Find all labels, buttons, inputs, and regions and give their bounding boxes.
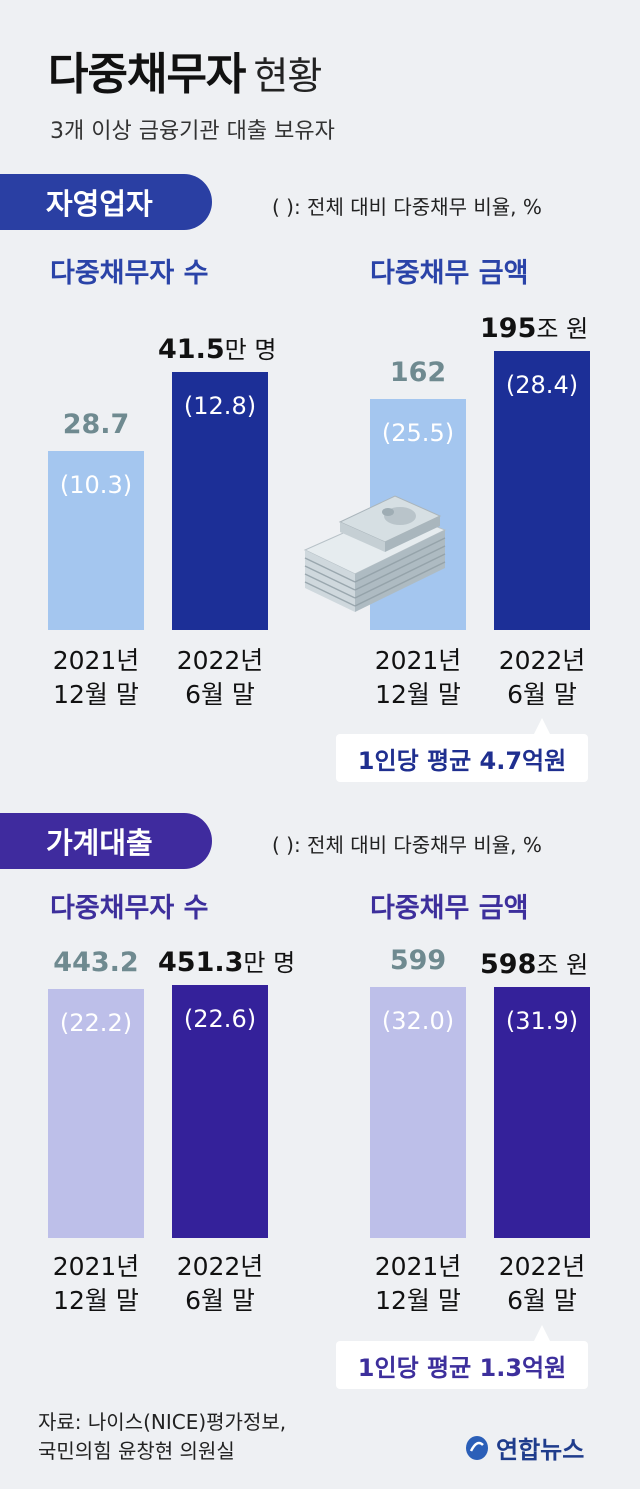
- bar-value-label: 41.5만 명: [158, 330, 276, 365]
- bar-household-amount-0: [370, 986, 466, 1238]
- bar-ratio-label: (10.3): [59, 471, 133, 500]
- section-label-household: 가계대출: [0, 813, 212, 869]
- bar-value-number: 598: [480, 949, 537, 981]
- chart-title-amount: 다중채무 금액: [370, 258, 529, 289]
- bar-value-number: 195: [480, 313, 537, 345]
- x-tick-label: 2021년 12월 말: [360, 644, 476, 712]
- x-tick-line: 2021년: [374, 1252, 462, 1281]
- bar-value-label: 195조 원: [480, 309, 588, 344]
- bar-value-label: 599: [389, 944, 447, 976]
- callout-pointer: [534, 1325, 550, 1341]
- x-tick-line: 6월 말: [185, 1286, 255, 1315]
- bar-household-borrowers-1: [172, 984, 268, 1238]
- x-tick-line: 2022년: [498, 646, 586, 675]
- bar-value-label: 451.3만 명: [158, 943, 295, 978]
- x-tick-line: 12월 말: [375, 1286, 461, 1315]
- bar-ratio-label: (28.4): [505, 371, 579, 400]
- x-tick-line: 12월 말: [375, 680, 461, 709]
- source-line-2: 국민의힘 윤창현 의원실: [38, 1439, 235, 1463]
- callout-pointer: [534, 718, 550, 734]
- bar-value-label: 162: [389, 356, 447, 388]
- x-tick-line: 2021년: [374, 646, 462, 675]
- x-tick-label: 2022년 6월 말: [484, 1250, 600, 1318]
- source-note: 자료: 나이스(NICE)평가정보, 국민의힘 윤창현 의원실: [38, 1408, 286, 1466]
- bar-value-unit: 조 원: [536, 315, 589, 344]
- x-tick-line: 2022년: [176, 646, 264, 675]
- ratio-note: ( ): 전체 대비 다중채무 비율, %: [272, 195, 542, 219]
- bar-value-unit: 만 명: [243, 948, 296, 977]
- bar-ratio-label: (22.6): [183, 1004, 257, 1033]
- bar-ratio-label: (12.8): [183, 391, 257, 420]
- source-line-1: 자료: 나이스(NICE)평가정보,: [38, 1410, 287, 1434]
- x-tick-line: 2022년: [176, 1252, 264, 1281]
- ratio-note: ( ): 전체 대비 다중채무 비율, %: [272, 833, 542, 857]
- brand-logo: 연합뉴스: [464, 1430, 584, 1465]
- bar-value-number: 41.5: [158, 333, 225, 365]
- bar-value-label: 443.2: [53, 947, 139, 979]
- x-tick-label: 2022년 6월 말: [162, 1250, 278, 1318]
- title-normal: 현황: [253, 54, 322, 98]
- bar-value-label: 28.7: [62, 409, 130, 441]
- bar-value-number: 451.3: [158, 946, 244, 978]
- bar-value-label: 598조 원: [480, 945, 588, 980]
- chart-title-borrowers: 다중채무자 수: [50, 258, 209, 289]
- x-tick-label: 2021년 12월 말: [38, 644, 154, 712]
- x-tick-line: 6월 말: [507, 680, 577, 709]
- x-tick-label: 2022년 6월 말: [162, 644, 278, 712]
- x-tick-line: 2021년: [52, 646, 140, 675]
- bar-ratio-label: (32.0): [381, 1006, 455, 1035]
- per-capita-callout: 1인당 평균 4.7억원: [336, 734, 588, 782]
- x-tick-label: 2021년 12월 말: [360, 1250, 476, 1318]
- bar-self-employed-borrowers-0: [48, 451, 144, 630]
- bar-value-unit: 만 명: [224, 335, 277, 364]
- chart-title-borrowers: 다중채무자 수: [50, 893, 209, 924]
- chart-title-amount: 다중채무 금액: [370, 893, 529, 924]
- x-tick-line: 12월 말: [53, 1286, 139, 1315]
- brand-mark-icon: [466, 1435, 488, 1460]
- x-tick-line: 2022년: [498, 1252, 586, 1281]
- money-stack-icon: [303, 495, 447, 612]
- page-title: 다중채무자 현황: [48, 38, 322, 102]
- x-tick-line: 6월 말: [185, 680, 255, 709]
- bar-ratio-label: (25.5): [381, 418, 455, 447]
- bar-self-employed-borrowers-1: [172, 371, 268, 630]
- bar-household-borrowers-0: [48, 989, 144, 1238]
- x-tick-line: 2021년: [52, 1252, 140, 1281]
- bar-self-employed-amount-1: [494, 351, 590, 630]
- x-tick-label: 2021년 12월 말: [38, 1250, 154, 1318]
- bar-ratio-label: (22.2): [59, 1009, 133, 1038]
- title-bold: 다중채무자: [48, 49, 246, 100]
- page-subtitle: 3개 이상 금융기관 대출 보유자: [50, 119, 335, 144]
- bar-value-unit: 조 원: [536, 951, 589, 980]
- x-tick-line: 6월 말: [507, 1286, 577, 1315]
- bar-household-amount-1: [494, 987, 590, 1238]
- section-label-self-employed: 자영업자: [0, 174, 212, 230]
- x-tick-line: 12월 말: [53, 680, 139, 709]
- brand-name: 연합뉴스: [496, 1436, 585, 1464]
- x-tick-label: 2022년 6월 말: [484, 644, 600, 712]
- per-capita-callout: 1인당 평균 1.3억원: [336, 1341, 588, 1389]
- bar-ratio-label: (31.9): [505, 1007, 579, 1036]
